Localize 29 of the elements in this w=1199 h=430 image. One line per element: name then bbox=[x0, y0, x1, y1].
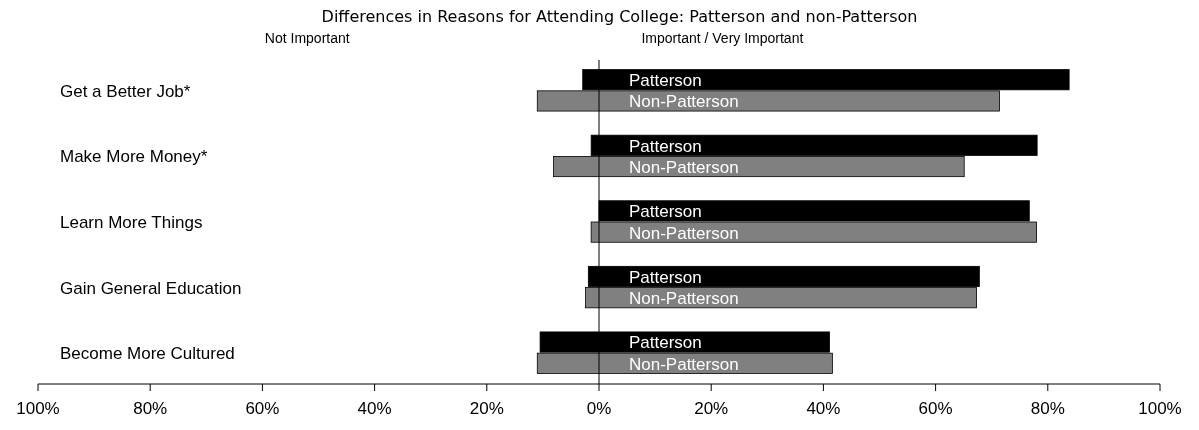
x-tick-label: 80% bbox=[1030, 399, 1065, 418]
y-tick-label: Get a Better Job* bbox=[60, 81, 191, 101]
x-tick-label: 100% bbox=[16, 399, 60, 418]
text: Non-Patterson bbox=[629, 354, 739, 374]
text: Non-Patterson bbox=[629, 223, 739, 243]
text: Patterson bbox=[629, 136, 702, 156]
y-tick-label: Gain General Education bbox=[60, 278, 242, 298]
x-tick-label: 0% bbox=[586, 399, 612, 418]
x-tick-label: 60% bbox=[918, 399, 953, 418]
x-tick-label: 80% bbox=[133, 399, 168, 418]
x-tick-label: 40% bbox=[806, 399, 841, 418]
text: Non-Patterson bbox=[629, 157, 739, 177]
y-tick-label: Become More Cultured bbox=[60, 344, 235, 364]
x-tick-label: 40% bbox=[357, 399, 392, 418]
text: Non-Patterson bbox=[629, 289, 739, 309]
x-tick-label: 60% bbox=[245, 399, 280, 418]
text: Patterson bbox=[629, 333, 702, 353]
series-label: Patterson bbox=[629, 202, 702, 222]
text: Not Important bbox=[264, 30, 350, 46]
text: Important / Very Important bbox=[641, 30, 804, 46]
y-tick-label: Learn More Things bbox=[60, 212, 203, 232]
y-tick-label: Make More Money* bbox=[60, 147, 208, 167]
text: Patterson bbox=[629, 267, 702, 287]
x-tick-label: 100% bbox=[1138, 399, 1182, 418]
x-tick-label: 20% bbox=[469, 399, 504, 418]
text: Patterson bbox=[629, 71, 702, 91]
x-tick-label: 20% bbox=[694, 399, 729, 418]
series-label: Non-Patterson bbox=[629, 92, 739, 112]
chart-title: Differences in Reasons for Attending College: Patterson and non-Patterson bbox=[321, 7, 918, 26]
